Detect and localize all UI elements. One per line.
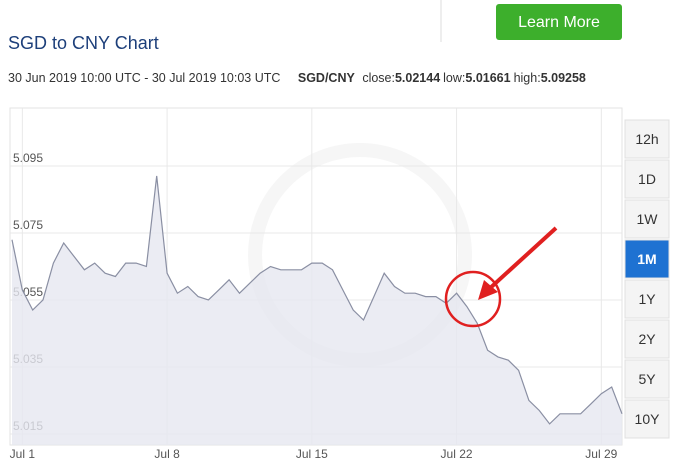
annotation — [444, 226, 558, 328]
period-button[interactable] — [624, 199, 670, 239]
y-tick-label: 5.075 — [13, 218, 43, 232]
period-button[interactable] — [624, 279, 670, 319]
period-label[interactable]: 1W — [637, 211, 659, 227]
period-label[interactable]: 2Y — [638, 331, 656, 347]
stat-label: high: — [514, 71, 541, 85]
x-tick-label: Jul 22 — [441, 447, 473, 461]
x-tick-label: Jul 29 — [585, 447, 617, 461]
period-label[interactable]: 5Y — [638, 371, 656, 387]
period-label[interactable]: 10Y — [635, 411, 661, 427]
range: 30 Jun 2019 10:00 UTC - 30 Jul 2019 10:0… — [8, 71, 280, 85]
area — [12, 176, 622, 445]
period-label[interactable]: 12h — [635, 131, 658, 147]
x-tick-label: Jul 8 — [154, 447, 180, 461]
stat-value: 5.02144 — [395, 71, 440, 85]
period-button[interactable] — [624, 319, 670, 359]
period-button[interactable] — [624, 359, 670, 399]
pair: SGD/CNY — [298, 71, 356, 85]
subtitle: 30 Jun 2019 10:00 UTC - 30 Jul 2019 10:0… — [8, 71, 586, 85]
stat-label: close: — [362, 71, 395, 85]
period-label[interactable]: 1D — [638, 171, 656, 187]
period-label[interactable]: 1Y — [638, 291, 656, 307]
x-tick-label: Jul 1 — [10, 447, 36, 461]
stat-label: low: — [443, 71, 465, 85]
period-button[interactable] — [624, 239, 670, 279]
title: SGD to CNY Chart — [8, 33, 159, 53]
stat-value: 5.01661 — [465, 71, 510, 85]
cta-label[interactable]: Learn More — [518, 14, 600, 31]
period-button[interactable] — [624, 399, 670, 439]
period-button[interactable] — [624, 119, 670, 159]
cta-button[interactable] — [496, 4, 622, 40]
stat-value: 5.09258 — [541, 71, 586, 85]
x-tick-label: Jul 15 — [296, 447, 328, 461]
line — [11, 175, 623, 425]
y-tick-label: 5.095 — [13, 151, 43, 165]
period-label[interactable]: 1M — [637, 251, 656, 267]
period-button[interactable] — [624, 159, 670, 199]
